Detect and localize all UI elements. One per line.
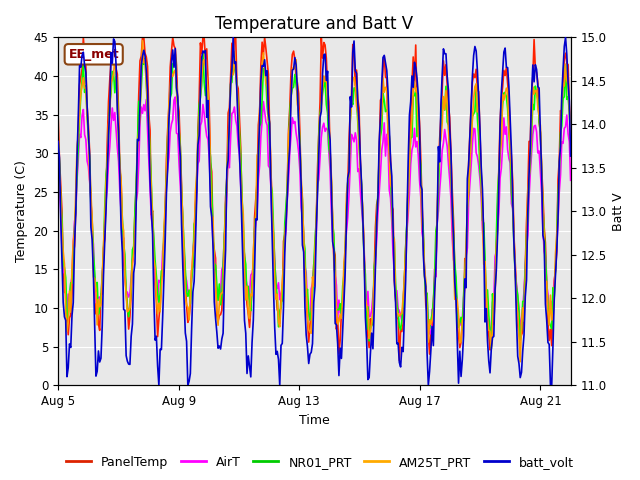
- Legend: PanelTemp, AirT, NR01_PRT, AM25T_PRT, batt_volt: PanelTemp, AirT, NR01_PRT, AM25T_PRT, ba…: [61, 451, 579, 474]
- Text: EE_met: EE_met: [68, 48, 119, 61]
- Y-axis label: Temperature (C): Temperature (C): [15, 160, 28, 262]
- X-axis label: Time: Time: [299, 414, 330, 427]
- Y-axis label: Batt V: Batt V: [612, 192, 625, 231]
- Title: Temperature and Batt V: Temperature and Batt V: [215, 15, 413, 33]
